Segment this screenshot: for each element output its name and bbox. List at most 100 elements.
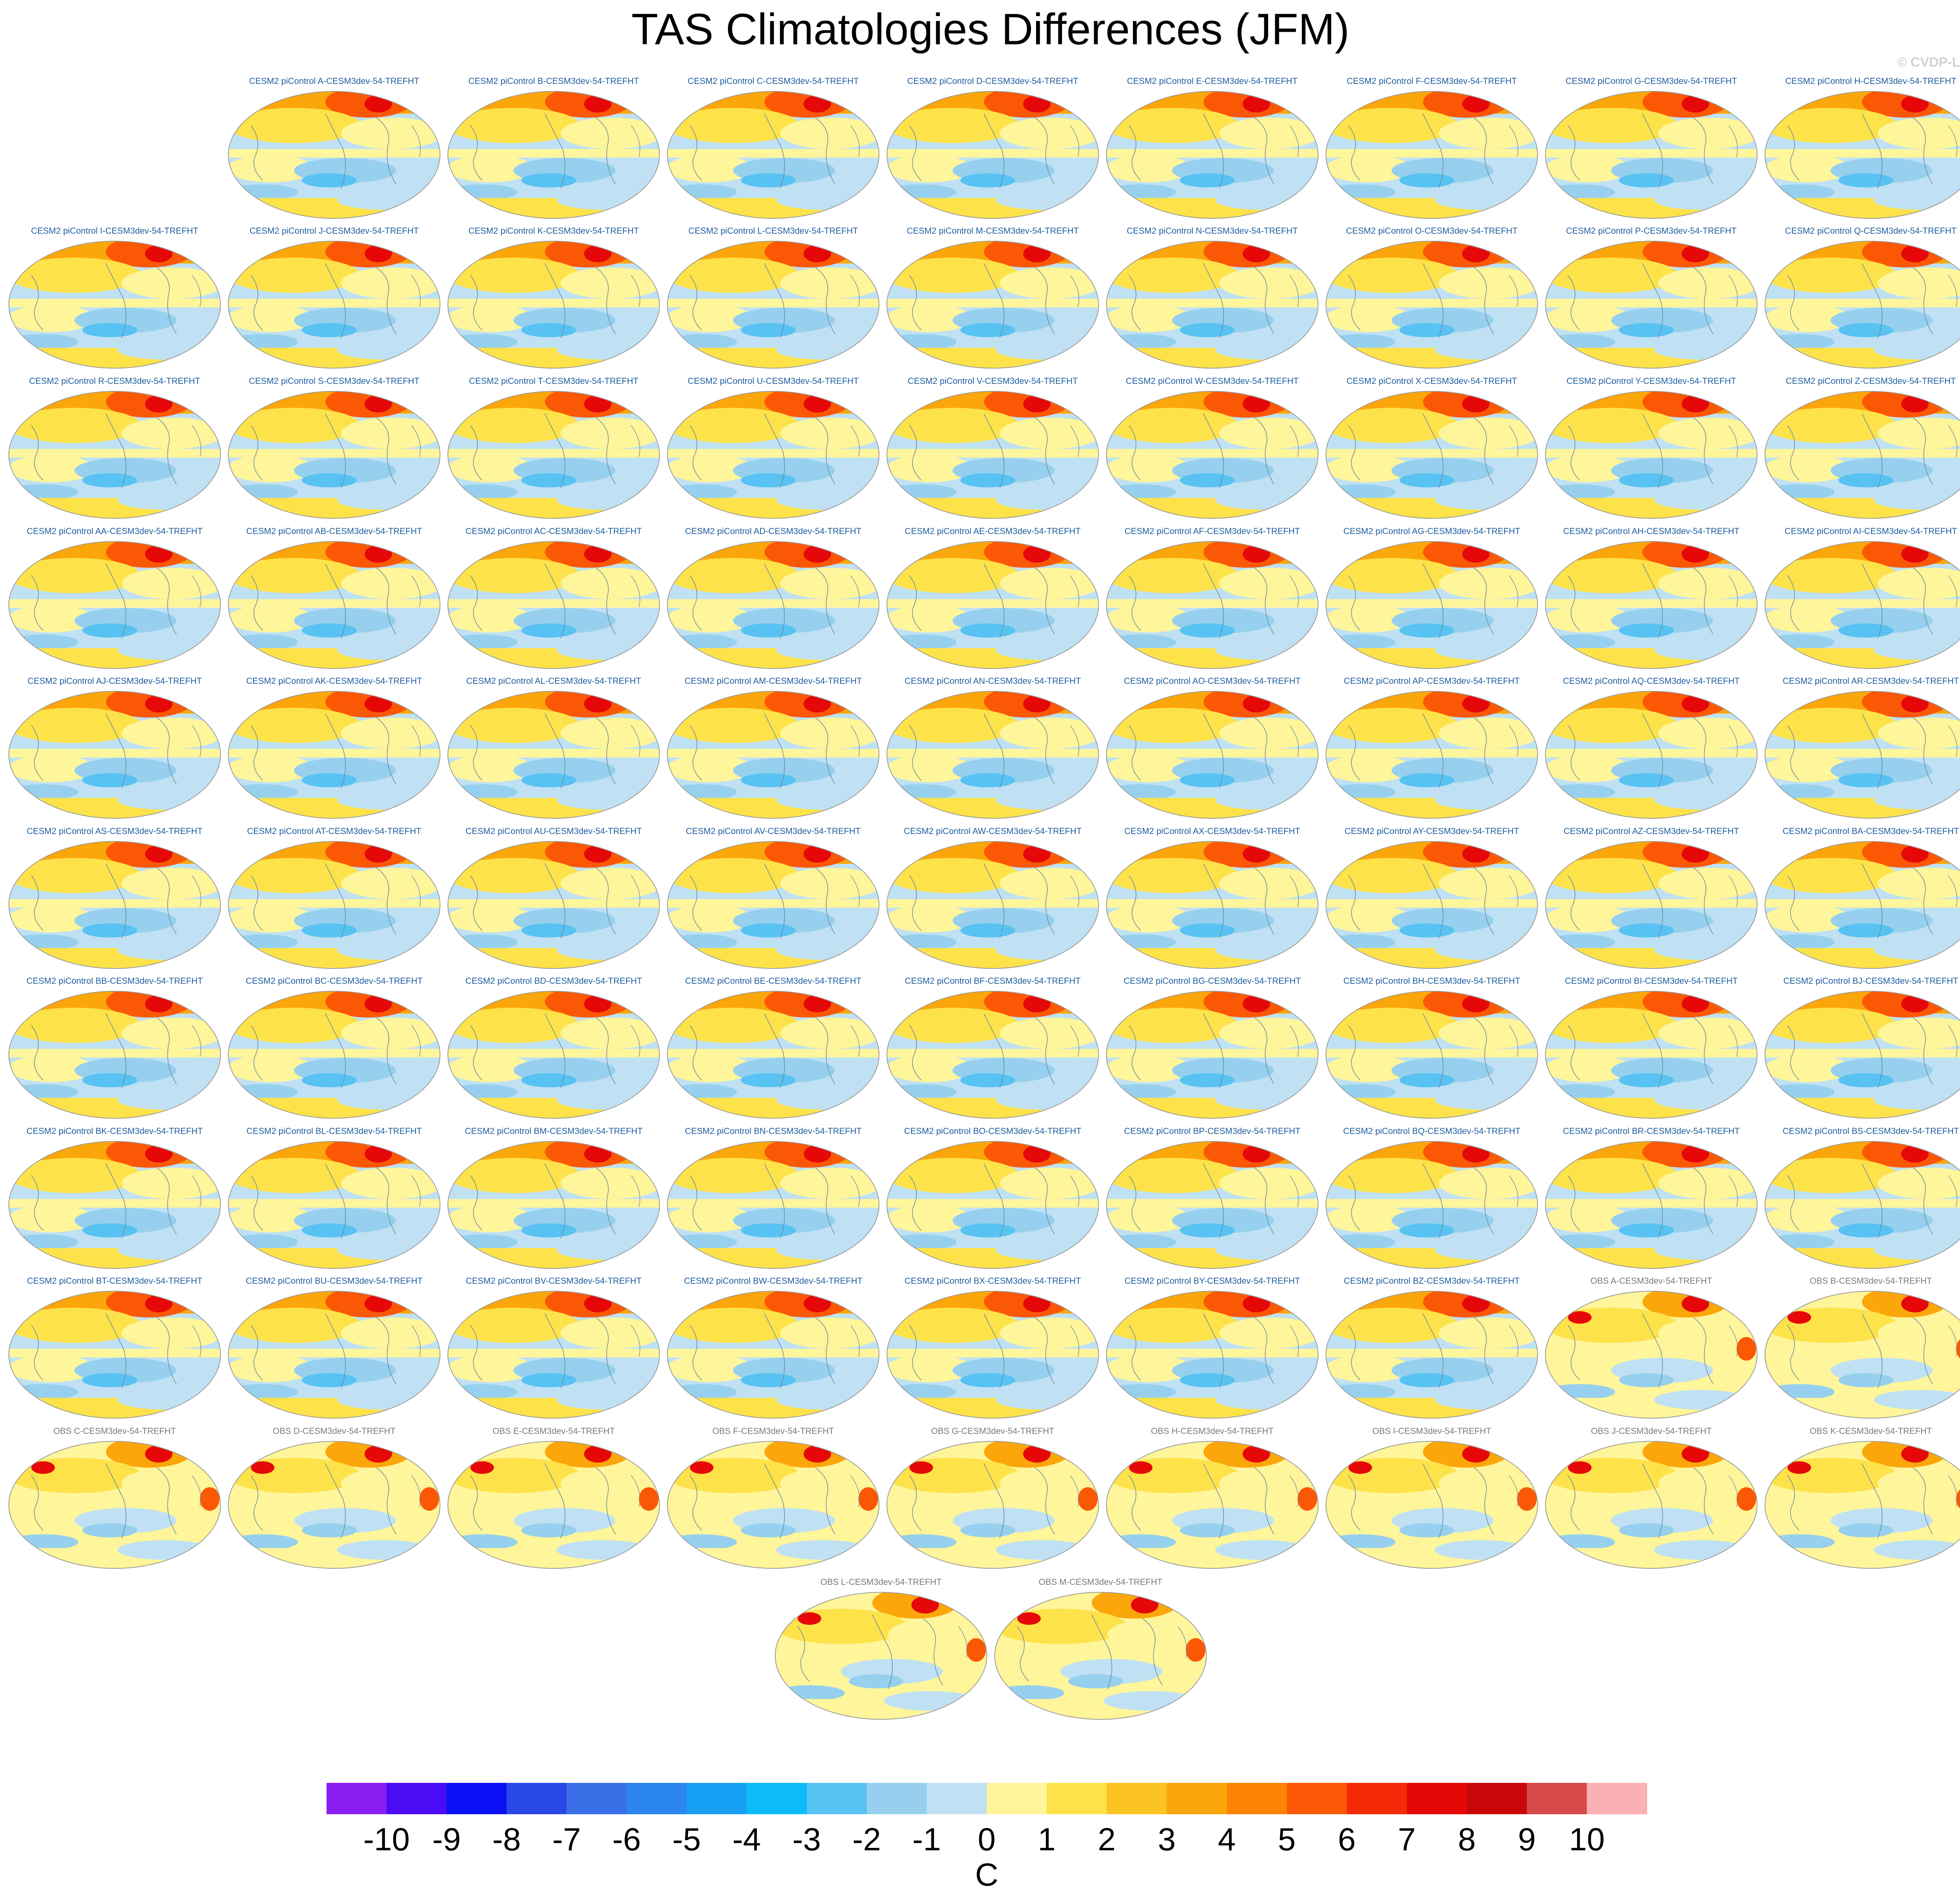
world-map: [228, 241, 441, 369]
map-panel: CESM2 piControl J-CESM3dev-54-TREFHT: [227, 226, 441, 371]
world-map: [447, 1441, 660, 1569]
world-map: [994, 1592, 1207, 1720]
world-map: [886, 691, 1099, 819]
world-map: [1764, 991, 1960, 1119]
world-map: [1764, 91, 1960, 219]
panel-title: CESM2 piControl U-CESM3dev-54-TREFHT: [688, 376, 859, 386]
panel-title: CESM2 piControl L-CESM3dev-54-TREFHT: [688, 226, 858, 236]
panel-title: CESM2 piControl BW-CESM3dev-54-TREFHT: [684, 1276, 863, 1286]
world-map: [447, 1141, 660, 1269]
panel-title: OBS I-CESM3dev-54-TREFHT: [1372, 1426, 1492, 1436]
panel-title: CESM2 piControl AS-CESM3dev-54-TREFHT: [27, 826, 203, 836]
colorbar-swatch: [1466, 1783, 1527, 1814]
world-map: [1325, 391, 1538, 519]
panel-title: CESM2 piControl BY-CESM3dev-54-TREFHT: [1124, 1276, 1300, 1286]
colorbar-swatch: [1107, 1783, 1167, 1814]
map-panel: CESM2 piControl BC-CESM3dev-54-TREFHT: [227, 976, 441, 1121]
panel-title: OBS H-CESM3dev-54-TREFHT: [1151, 1426, 1274, 1436]
world-map: [8, 841, 221, 969]
panel-title: OBS L-CESM3dev-54-TREFHT: [820, 1577, 942, 1587]
world-map: [228, 691, 441, 819]
world-map: [1325, 541, 1538, 669]
world-map: [886, 391, 1099, 519]
panel-title: CESM2 piControl E-CESM3dev-54-TREFHT: [1127, 76, 1298, 86]
colorbar-tick-label: -1: [912, 1822, 941, 1857]
map-panel: CESM2 piControl A-CESM3dev-54-TREFHT: [227, 76, 441, 221]
map-panel: CESM2 piControl AQ-CESM3dev-54-TREFHT: [1544, 676, 1758, 821]
world-map: [1545, 541, 1758, 669]
map-panel: CESM2 piControl BU-CESM3dev-54-TREFHT: [227, 1276, 441, 1421]
world-map: [775, 1592, 987, 1720]
colorbar-tick-label: 2: [1098, 1822, 1116, 1857]
map-panel: OBS K-CESM3dev-54-TREFHT: [1764, 1426, 1960, 1571]
panel-title: CESM2 piControl AI-CESM3dev-54-TREFHT: [1784, 526, 1957, 536]
panel-title: CESM2 piControl I-CESM3dev-54-TREFHT: [31, 226, 198, 236]
map-panel: CESM2 piControl R-CESM3dev-54-TREFHT: [8, 376, 221, 521]
map-panel: CESM2 piControl BF-CESM3dev-54-TREFHT: [886, 976, 1100, 1121]
map-panel: CESM2 piControl V-CESM3dev-54-TREFHT: [886, 376, 1100, 521]
map-panel: OBS H-CESM3dev-54-TREFHT: [1105, 1426, 1319, 1571]
world-map: [667, 1441, 880, 1569]
map-panel: CESM2 piControl X-CESM3dev-54-TREFHT: [1325, 376, 1539, 521]
panel-title: CESM2 piControl AJ-CESM3dev-54-TREFHT: [27, 676, 202, 686]
panel-title: CESM2 piControl BA-CESM3dev-54-TREFHT: [1782, 826, 1959, 836]
map-panel: CESM2 piControl H-CESM3dev-54-TREFHT: [1764, 76, 1960, 221]
colorbar-tick-label: -7: [552, 1822, 581, 1857]
panel-title: CESM2 piControl AC-CESM3dev-54-TREFHT: [465, 526, 642, 536]
world-map: [8, 241, 221, 369]
panel-title: CESM2 piControl AM-CESM3dev-54-TREFHT: [684, 676, 862, 686]
world-map: [1106, 691, 1319, 819]
panel-title: CESM2 piControl BJ-CESM3dev-54-TREFHT: [1783, 976, 1958, 986]
panel-title: CESM2 piControl AU-CESM3dev-54-TREFHT: [465, 826, 642, 836]
world-map: [447, 391, 660, 519]
colorbar-tick-label: -6: [612, 1822, 641, 1857]
map-panel: CESM2 piControl AI-CESM3dev-54-TREFHT: [1764, 526, 1960, 671]
map-panel: CESM2 piControl AA-CESM3dev-54-TREFHT: [8, 526, 221, 671]
world-map: [667, 241, 880, 369]
world-map: [447, 541, 660, 669]
world-map: [667, 1291, 880, 1419]
map-panel: CESM2 piControl BX-CESM3dev-54-TREFHT: [886, 1276, 1100, 1421]
map-panel: CESM2 piControl AJ-CESM3dev-54-TREFHT: [8, 676, 221, 821]
map-panel: CESM2 piControl BV-CESM3dev-54-TREFHT: [447, 1276, 661, 1421]
colorbar-tick-label: -9: [432, 1822, 461, 1857]
panel-title: CESM2 piControl AK-CESM3dev-54-TREFHT: [246, 676, 422, 686]
world-map: [667, 841, 880, 969]
map-panel: CESM2 piControl C-CESM3dev-54-TREFHT: [666, 76, 880, 221]
panel-title: CESM2 piControl BZ-CESM3dev-54-TREFHT: [1344, 1276, 1520, 1286]
panel-title: OBS F-CESM3dev-54-TREFHT: [712, 1426, 834, 1436]
world-map: [447, 241, 660, 369]
map-panel: CESM2 piControl BD-CESM3dev-54-TREFHT: [447, 976, 661, 1121]
world-map: [886, 1141, 1099, 1269]
panel-title: CESM2 piControl BF-CESM3dev-54-TREFHT: [905, 976, 1081, 986]
map-panel: CESM2 piControl AM-CESM3dev-54-TREFHT: [666, 676, 880, 821]
panel-title: CESM2 piControl AQ-CESM3dev-54-TREFHT: [1563, 676, 1740, 686]
map-panel: CESM2 piControl L-CESM3dev-54-TREFHT: [666, 226, 880, 371]
panel-title: OBS M-CESM3dev-54-TREFHT: [1038, 1577, 1163, 1587]
colorbar-tick-label: 10: [1569, 1822, 1605, 1857]
map-panel: CESM2 piControl AD-CESM3dev-54-TREFHT: [666, 526, 880, 671]
map-panel: OBS G-CESM3dev-54-TREFHT: [886, 1426, 1100, 1571]
panel-title: CESM2 piControl BC-CESM3dev-54-TREFHT: [245, 976, 423, 986]
panel-title: CESM2 piControl AO-CESM3dev-54-TREFHT: [1123, 676, 1301, 686]
map-panel: CESM2 piControl AC-CESM3dev-54-TREFHT: [447, 526, 661, 671]
world-map: [1545, 241, 1758, 369]
map-panel: CESM2 piControl D-CESM3dev-54-TREFHT: [886, 76, 1100, 221]
world-map: [1106, 1441, 1319, 1569]
world-map: [228, 1441, 441, 1569]
panel-title: CESM2 piControl H-CESM3dev-54-TREFHT: [1785, 76, 1956, 86]
map-panel: CESM2 piControl BL-CESM3dev-54-TREFHT: [227, 1126, 441, 1271]
world-map: [1106, 241, 1319, 369]
world-map: [1106, 841, 1319, 969]
panel-title: CESM2 piControl A-CESM3dev-54-TREFHT: [249, 76, 419, 86]
map-panel: CESM2 piControl BJ-CESM3dev-54-TREFHT: [1764, 976, 1960, 1121]
panel-title: CESM2 piControl AN-CESM3dev-54-TREFHT: [904, 676, 1081, 686]
colorbar-swatch: [446, 1783, 507, 1814]
map-panel: CESM2 piControl AK-CESM3dev-54-TREFHT: [227, 676, 441, 821]
panel-title: CESM2 piControl BG-CESM3dev-54-TREFHT: [1123, 976, 1301, 986]
world-map: [1764, 691, 1960, 819]
map-panel: CESM2 piControl BM-CESM3dev-54-TREFHT: [447, 1126, 661, 1271]
map-panel: CESM2 piControl BS-CESM3dev-54-TREFHT: [1764, 1126, 1960, 1271]
world-map: [886, 241, 1099, 369]
world-map: [447, 1291, 660, 1419]
